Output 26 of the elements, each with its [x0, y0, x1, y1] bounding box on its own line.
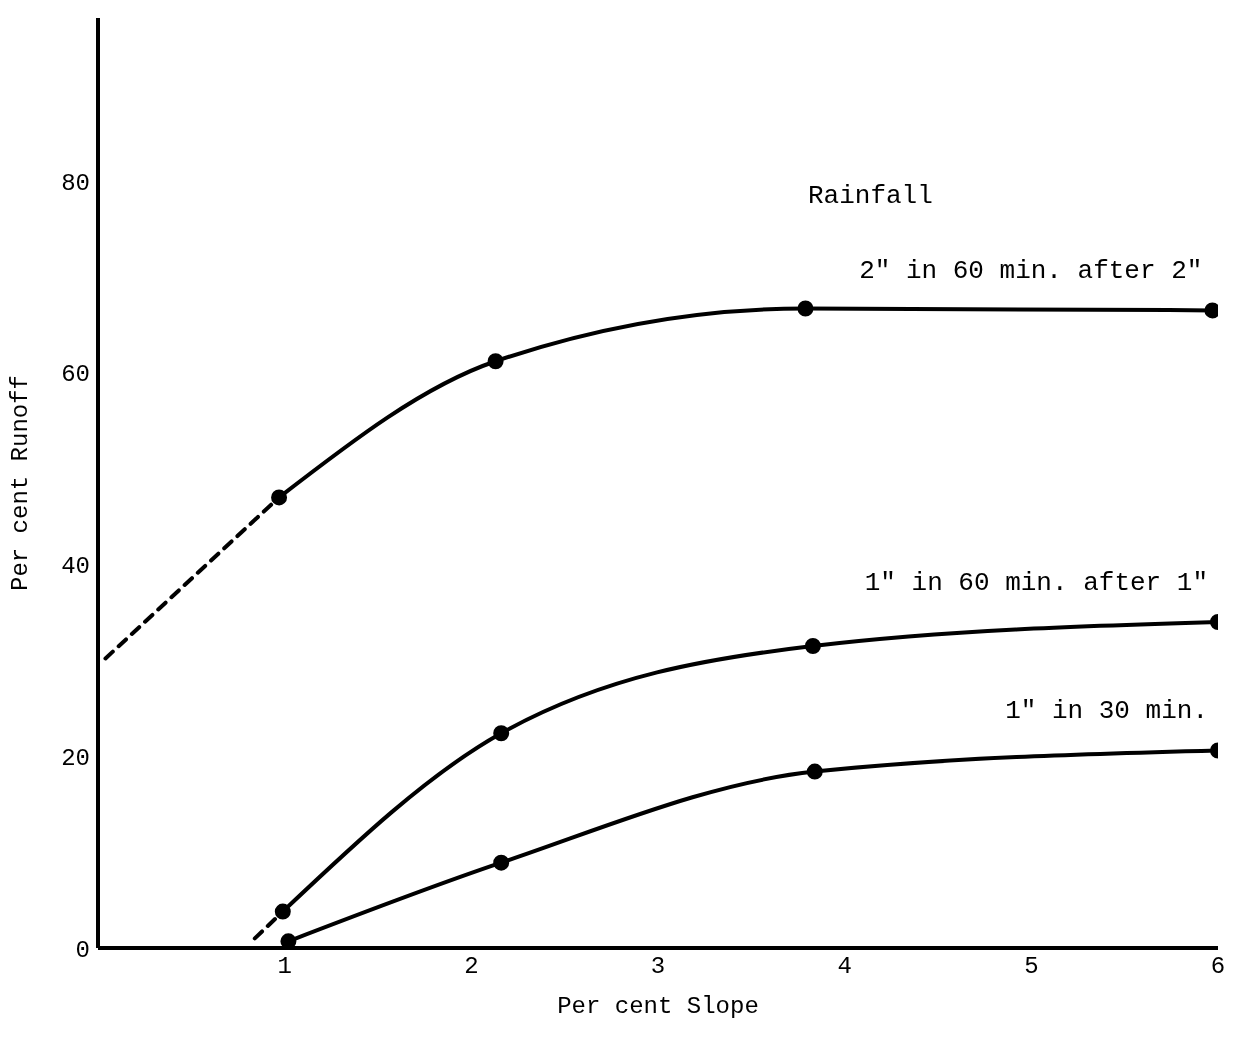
y-tick-label: 80 [61, 169, 90, 197]
x-tick-label: 6 [1210, 953, 1226, 981]
y-tick-label: 40 [61, 553, 90, 581]
point [806, 763, 823, 780]
y-tick-label: 60 [61, 361, 90, 389]
x-tick-label: 2 [464, 953, 479, 981]
point [493, 854, 510, 871]
y-tick-label: 0 [75, 936, 90, 964]
y-tick-label: 20 [61, 744, 90, 772]
point [274, 903, 291, 920]
point [280, 933, 297, 948]
annotation: Rainfall [808, 181, 933, 211]
point [493, 725, 510, 742]
x-axis-title: Per cent Slope [557, 993, 759, 1020]
series-label: 1" in 60 min. after 1" [864, 568, 1208, 599]
y-axis-title: Per cent Runoff [6, 374, 34, 592]
point [797, 300, 814, 317]
series-label: 1" in 30 min. [1005, 696, 1208, 727]
point [487, 353, 504, 370]
point [271, 489, 288, 506]
x-tick-label: 5 [1024, 953, 1039, 981]
x-tick-label: 3 [650, 953, 666, 981]
x-tick-label: 4 [837, 953, 852, 981]
x-tick-label: 1 [277, 953, 292, 981]
series-label: 2" in 60 min. after 2" [859, 256, 1203, 287]
point [804, 637, 821, 654]
